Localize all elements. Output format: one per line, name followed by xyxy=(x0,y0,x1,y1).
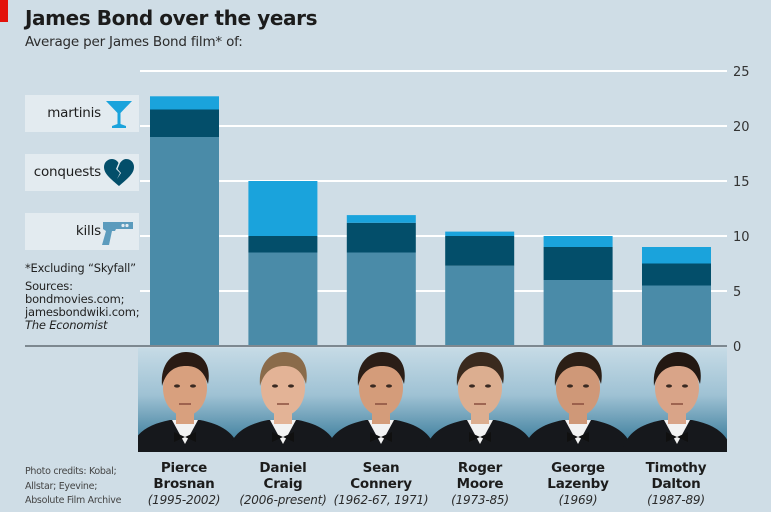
credit-line: Absolute Film Archive xyxy=(25,495,122,506)
bars xyxy=(150,96,711,346)
legend-label: martinis xyxy=(47,105,101,121)
actor-first-name: Roger xyxy=(457,460,503,476)
actor-label: Pierce Brosnan (1995-2002) xyxy=(129,460,239,507)
bar-segment-conquests xyxy=(248,236,318,253)
actor-first-name: Timothy xyxy=(645,460,707,476)
sources-label: Sources: xyxy=(25,279,73,293)
source-item: bondmovies.com; xyxy=(25,292,125,306)
gridlines xyxy=(140,70,727,292)
brand-accent-bar xyxy=(0,0,8,22)
actor-portrait xyxy=(424,352,535,452)
y-tick-label: 0 xyxy=(733,340,741,355)
actor-last-name: Craig xyxy=(263,476,303,492)
footnote: *Excluding “Skyfall” xyxy=(25,261,136,275)
actor-label: Sean Connery (1962-67, 1971) xyxy=(326,460,436,507)
martini-glass-icon xyxy=(106,101,132,128)
actor-first-name: Pierce xyxy=(160,460,208,476)
bar-segment-martinis xyxy=(642,247,711,264)
actor-years: (2006-present) xyxy=(239,493,327,507)
credit-line: Photo credits: Kobal; xyxy=(25,466,117,477)
bar-segment-martinis xyxy=(346,215,416,223)
bar-segment-martinis xyxy=(445,231,515,236)
bar-stack xyxy=(445,231,515,346)
bar-stack xyxy=(248,181,318,346)
bar-stack xyxy=(346,215,416,346)
bar-segment-martinis xyxy=(248,181,318,236)
bar-segment-conquests xyxy=(642,263,711,286)
legend-item-martinis: martinis xyxy=(25,95,139,132)
bar-segment-kills xyxy=(150,137,219,346)
actor-years: (1973-85) xyxy=(451,493,509,507)
actor-last-name: Dalton xyxy=(651,476,701,492)
actor-portrait xyxy=(326,352,437,452)
bar-segment-kills xyxy=(642,285,711,346)
bar-segment-martinis xyxy=(150,96,219,110)
actor-portrait xyxy=(523,352,634,452)
bar-stack xyxy=(642,247,711,346)
y-tick-label: 5 xyxy=(733,285,741,300)
bar-segment-conquests xyxy=(543,247,613,280)
actor-years: (1969) xyxy=(558,493,598,507)
bar-stack xyxy=(150,96,219,346)
actor-first-name: Sean xyxy=(362,460,400,476)
photo-credits: Photo credits: Kobal; Allstar; Eyevine; … xyxy=(25,465,121,509)
actor-first-name: Daniel xyxy=(259,460,307,476)
source-item: The Economist xyxy=(25,318,108,332)
credit-line: Allstar; Eyevine; xyxy=(25,480,98,492)
actor-label: George Lazenby (1969) xyxy=(523,460,633,507)
bar-segment-kills xyxy=(248,252,318,346)
actor-last-name: Lazenby xyxy=(547,476,609,492)
bar-segment-conquests xyxy=(346,222,416,253)
bar-segment-kills xyxy=(445,265,515,346)
actor-years: (1962-67, 1971) xyxy=(333,493,429,507)
actor-last-name: Brosnan xyxy=(153,476,215,492)
y-axis-ticks: 0 5 10 15 20 25 xyxy=(733,65,750,355)
y-tick-label: 10 xyxy=(733,230,750,245)
notes-block: *Excluding “Skyfall” Sources: bondmovies… xyxy=(25,261,140,332)
actor-years: (1987-89) xyxy=(647,493,705,507)
bar-segment-conquests xyxy=(445,236,515,266)
pistol-icon xyxy=(102,222,133,245)
actor-first-name: George xyxy=(551,460,605,476)
bar-segment-kills xyxy=(543,280,613,346)
legend-item-conquests: conquests xyxy=(25,154,139,191)
actor-portrait xyxy=(227,352,338,452)
legend-label: kills xyxy=(75,223,101,239)
actor-label: Timothy Dalton (1987-89) xyxy=(621,460,731,507)
actor-label: Daniel Craig (2006-present) xyxy=(228,460,338,507)
y-tick-label: 25 xyxy=(733,65,750,80)
actor-years: (1995-2002) xyxy=(147,493,221,507)
bar-segment-conquests xyxy=(150,109,219,137)
y-tick-label: 20 xyxy=(733,120,750,135)
actor-label: Roger Moore (1973-85) xyxy=(425,460,535,507)
legend-item-kills: kills xyxy=(25,213,139,250)
actor-last-name: Connery xyxy=(350,476,412,492)
bar-segment-kills xyxy=(346,252,416,346)
actor-photo-strip xyxy=(138,348,727,452)
actor-last-name: Moore xyxy=(456,476,504,492)
actor-portrait xyxy=(138,352,240,452)
y-tick-label: 15 xyxy=(733,175,750,190)
chart-subtitle: Average per James Bond film* of: xyxy=(25,34,243,50)
source-item: jamesbondwiki.com; xyxy=(25,305,140,319)
actor-portrait xyxy=(621,352,727,452)
chart-title: James Bond over the years xyxy=(25,6,318,30)
bar-stack xyxy=(543,236,613,346)
bar-segment-martinis xyxy=(543,236,613,247)
legend-label: conquests xyxy=(33,164,101,180)
broken-heart-icon xyxy=(104,159,134,186)
